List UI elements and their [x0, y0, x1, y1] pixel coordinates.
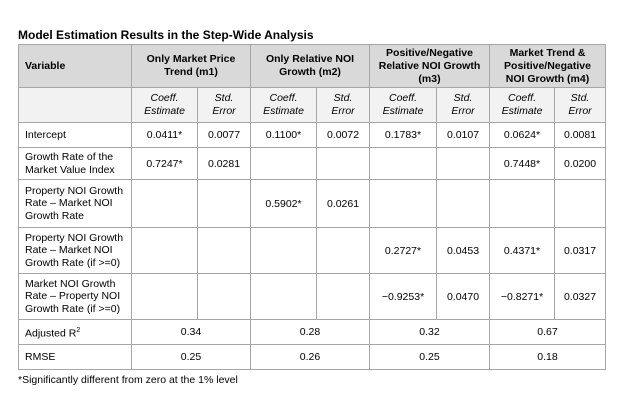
table-cell: 0.0327 [554, 273, 607, 320]
table-cell: −0.8271* [489, 273, 556, 320]
table-cell: 0.25 [368, 344, 491, 370]
table-cell: 0.18 [489, 344, 607, 370]
row-label: Growth Rate of the Market Value Index [18, 147, 132, 180]
coeff-header: Coeff. Estimate [131, 87, 198, 123]
table-cell [250, 147, 317, 180]
adjusted-r2-row: Adjusted R2 0.34 0.28 0.32 0.67 [18, 319, 607, 345]
table-cell [489, 179, 556, 228]
variable-header: Variable [18, 44, 132, 88]
row-label: RMSE [18, 344, 132, 370]
table-cell [554, 179, 607, 228]
table-title: Model Estimation Results in the Step-Wid… [18, 28, 314, 42]
table-cell: 0.0072 [316, 122, 370, 148]
table-cell: 0.0470 [435, 273, 491, 320]
table-cell: 0.0077 [197, 122, 251, 148]
results-table: Variable Only Market Price Trend (m1) On… [18, 44, 607, 370]
table-cell: 0.0261 [316, 179, 370, 228]
stderr-header: Std. Error [316, 87, 370, 123]
table-row: Intercept 0.0411* 0.0077 0.1100* 0.0072 … [18, 122, 607, 148]
adjusted-r2-label: Adjusted R [25, 327, 77, 339]
superscript: 2 [76, 326, 81, 334]
coeff-header: Coeff. Estimate [489, 87, 556, 123]
table-cell: 0.34 [131, 319, 251, 345]
table-cell: 0.0453 [435, 227, 491, 274]
table-cell: −0.9253* [369, 273, 437, 320]
table-cell: 0.0411* [131, 122, 198, 148]
table-cell [316, 273, 370, 320]
table-row: Property NOI Growth Rate – Market NOI Gr… [18, 179, 607, 228]
stderr-header: Std. Error [197, 87, 251, 123]
table-cell [369, 147, 437, 180]
table-cell [316, 227, 370, 274]
footnote: *Significantly different from zero at th… [18, 374, 238, 386]
row-label: Market NOI Growth Rate – Property NOI Gr… [18, 273, 132, 320]
table-cell [435, 179, 491, 228]
table-cell: 0.28 [250, 319, 370, 345]
model-header-m4: Market Trend & Positive/Negative NOI Gro… [489, 44, 607, 88]
coeff-header: Coeff. Estimate [250, 87, 317, 123]
table-cell: 0.25 [131, 344, 251, 370]
row-label: Adjusted R2 [18, 319, 132, 345]
model-header-m1: Only Market Price Trend (m1) [131, 44, 251, 88]
table-cell: 0.32 [368, 319, 491, 345]
table-cell [435, 147, 491, 180]
table-row: Property NOI Growth Rate – Market NOI Gr… [18, 227, 607, 274]
table-cell [250, 273, 317, 320]
table-cell [197, 273, 251, 320]
table-cell: 0.0200 [554, 147, 607, 180]
table-cell: 0.0624* [489, 122, 556, 148]
table-cell: 0.0107 [435, 122, 491, 148]
rmse-row: RMSE 0.25 0.26 0.25 0.18 [18, 344, 607, 370]
table-cell: 0.2727* [369, 227, 437, 274]
table-cell: 0.0281 [197, 147, 251, 180]
model-header-m2: Only Relative NOI Growth (m2) [250, 44, 370, 88]
table-row: Market NOI Growth Rate – Property NOI Gr… [18, 273, 607, 320]
table-cell [369, 179, 437, 228]
stderr-header: Std. Error [435, 87, 491, 123]
table-cell: 0.26 [250, 344, 370, 370]
stderr-header: Std. Error [554, 87, 607, 123]
table-cell: 0.67 [489, 319, 607, 345]
coeff-header: Coeff. Estimate [369, 87, 437, 123]
table-cell [250, 227, 317, 274]
table-cell: 0.7247* [131, 147, 198, 180]
table-cell [197, 227, 251, 274]
row-label: Property NOI Growth Rate – Market NOI Gr… [18, 227, 132, 274]
table-cell: 0.1100* [250, 122, 317, 148]
row-label: Intercept [18, 122, 132, 148]
table-cell: 0.0317 [554, 227, 607, 274]
table-cell [316, 147, 370, 180]
table-cell: 0.7448* [489, 147, 556, 180]
table-cell: 0.5902* [250, 179, 317, 228]
table-cell [131, 273, 198, 320]
table-cell [131, 179, 198, 228]
table-cell: 0.4371* [489, 227, 556, 274]
model-header-m3: Positive/Negative Relative NOI Growth (m… [368, 44, 491, 88]
row-label: Property NOI Growth Rate – Market NOI Gr… [18, 179, 132, 228]
table-cell [197, 179, 251, 228]
table-cell [131, 227, 198, 274]
subheader-blank [18, 87, 132, 123]
table-cell: 0.1783* [369, 122, 437, 148]
table-cell: 0.0081 [554, 122, 607, 148]
table-row: Growth Rate of the Market Value Index 0.… [18, 147, 607, 180]
